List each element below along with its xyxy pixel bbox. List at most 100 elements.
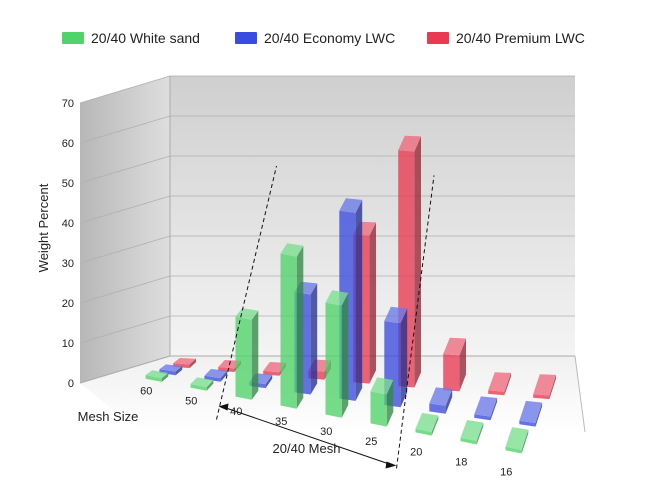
bar-front [145,375,162,382]
legend-swatch-green [62,32,84,44]
bar-top [488,372,511,392]
bar-top [370,377,394,395]
bar-side [161,372,169,382]
bar-top [398,135,421,152]
bar-side [521,429,529,454]
bar-side [175,366,183,376]
y-tick-label: 0 [68,378,74,390]
bar-0-30 [325,290,349,418]
bar-2-18 [488,372,511,396]
bar-side [445,389,453,414]
bar-front [190,384,207,391]
bar-side [400,308,408,408]
x-tick-label: 30 [320,426,332,438]
legend-item-white-sand: 20/40 White sand [62,30,200,46]
bar-side [431,415,439,436]
x-tick-label: 18 [455,456,467,468]
y-axis-ticks: 0 10 20 30 40 50 60 70 [62,98,74,390]
bars [145,135,556,454]
bar-1-50 [204,369,228,382]
bar-side [490,398,498,421]
bar-0-16 [505,427,529,454]
gridline [79,315,575,344]
bar-0-60 [145,370,169,382]
bar-0-40 [235,308,259,400]
x-tick-label: 25 [365,436,377,448]
x-tick-label: 16 [500,467,512,479]
back-wall [170,76,575,356]
range-dashed-line-right [396,175,435,469]
bar-1-20 [429,387,453,414]
bar-front [370,391,387,427]
bar-front [204,375,221,382]
bar-front [474,414,491,421]
bar-0-50 [190,377,214,391]
bar-top [415,412,439,432]
bar-2-16 [533,374,556,400]
bar-side [251,310,259,400]
bar-0-25 [370,377,394,427]
legend-item-premium-lwc: 20/40 Premium LWC [427,30,585,46]
bar-front [325,302,342,418]
side-wall [80,76,170,383]
y-tick-label: 70 [62,98,74,110]
gridline [79,235,575,264]
bar-0-20 [415,412,439,436]
bar-top [429,387,453,406]
y-tick-label: 40 [62,218,74,230]
bar-top [204,369,228,379]
bar-side [369,222,376,384]
bar-front [533,394,550,400]
bar-side [504,372,511,396]
bar-front [235,316,252,400]
gridline [79,75,575,104]
bar-side [296,245,304,409]
bar-front [460,437,477,445]
gridline [79,355,575,384]
gridline [79,155,575,184]
bar-side [459,338,466,392]
bar-top [339,198,363,213]
bar-top [190,377,214,388]
legend-item-economy-lwc: 20/40 Economy LWC [235,30,395,46]
x-tick-label: 50 [185,396,197,408]
bar-2-20 [443,337,466,392]
bar-1-60 [159,364,183,376]
bar-0-18 [460,420,484,445]
legend-label: 20/40 White sand [91,30,200,46]
bar-0-35 [280,243,304,409]
x-tick-label: 60 [140,386,152,398]
bar-front [159,369,176,376]
bar-1-16 [519,400,543,427]
x-tick-label: 35 [275,416,287,428]
floor-right-edge [574,355,586,433]
bar-top [173,358,196,365]
range-arrow [224,407,391,465]
bar-side [341,292,349,418]
gridline [79,275,575,304]
legend-label: 20/40 Premium LWC [456,30,585,46]
bar-top [505,427,529,450]
y-tick-label: 60 [62,138,74,150]
legend-swatch-blue [235,32,257,44]
bar-top [460,420,484,441]
bar-top [384,306,408,324]
bar-1-18 [474,396,498,421]
bar-top [145,370,169,379]
x-axis-label: Mesh Size [78,409,139,424]
gridline [79,115,575,144]
bar-top [519,400,543,423]
y-tick-label: 50 [62,178,74,190]
bar-front [280,253,297,409]
bar-side [220,370,228,382]
y-tick-label: 20 [62,298,74,310]
bar-side [189,358,196,369]
bar-top [533,374,556,396]
bar-front [519,420,536,427]
bar-top [474,396,498,417]
range-dashed-line-left [216,165,277,420]
bar-side [386,380,394,427]
y-tick-label: 30 [62,258,74,270]
bar-side [476,422,484,445]
y-axis-label: Weight Percent [36,183,51,272]
